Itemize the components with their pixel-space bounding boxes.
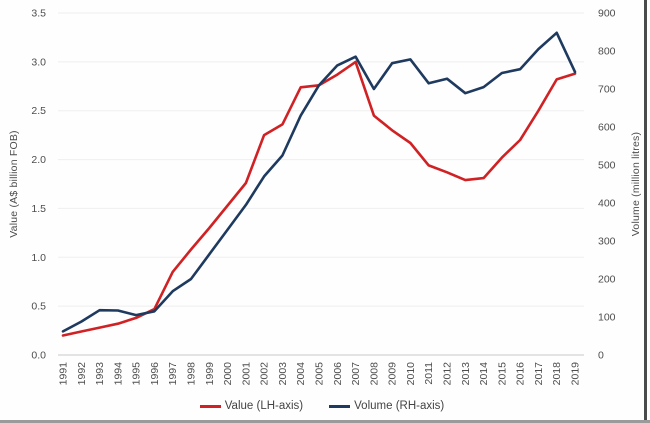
x-axis-tick-label: 1991	[58, 362, 70, 386]
x-axis-tick-label: 2007	[350, 362, 362, 386]
left-axis-tick-label: 2.0	[31, 154, 46, 166]
left-axis-tick-label: 3.5	[31, 8, 46, 20]
legend-item-value: Value (LH-axis)	[199, 400, 304, 412]
legend-item-volume: Volume (RH-axis)	[329, 400, 444, 412]
right-axis-title: Volume (million litres)	[630, 131, 642, 237]
left-axis-tick-label: 1.0	[31, 252, 46, 264]
right-axis-tick-label: 800	[598, 46, 616, 58]
x-axis-tick-label: 2000	[222, 362, 234, 386]
left-axis-tick-label: 0.0	[31, 350, 46, 362]
x-axis-tick-label: 2005	[314, 362, 326, 386]
x-axis-tick-label: 2016	[515, 362, 527, 386]
x-axis-tick-label: 2010	[405, 362, 417, 386]
image-border-right	[644, 0, 647, 423]
x-axis-tick-label: 1996	[149, 362, 161, 386]
right-axis-tick-label: 900	[598, 8, 616, 20]
x-axis-tick-label: 1993	[94, 362, 106, 386]
legend: Value (LH-axis) Volume (RH-axis)	[0, 396, 644, 416]
x-axis-tick-label: 2004	[295, 362, 307, 386]
right-axis-tick-label: 200	[598, 274, 616, 286]
x-axis-tick-label: 2019	[570, 362, 582, 386]
x-axis-tick-label: 2012	[442, 362, 454, 386]
x-axis-tick-label: 2001	[240, 362, 252, 386]
x-axis-tick-label: 2017	[533, 362, 545, 386]
right-axis-tick-label: 700	[598, 84, 616, 96]
left-axis-title: Value (A$ billion FOB)	[8, 130, 20, 238]
right-axis-tick-label: 500	[598, 160, 616, 172]
image-border-bottom	[0, 420, 650, 423]
x-axis-tick-label: 2009	[387, 362, 399, 386]
x-axis-tick-label: 1994	[112, 362, 124, 386]
x-axis-tick-label: 1998	[186, 362, 198, 386]
x-axis-tick-label: 1997	[167, 362, 179, 386]
x-axis-tick-label: 1999	[204, 362, 216, 386]
volume-series-swatch	[329, 404, 351, 408]
value-line-series	[61, 60, 577, 337]
x-axis-tick-label: 1992	[76, 362, 88, 386]
x-axis-tick-label: 2008	[368, 362, 380, 386]
x-axis-tick-label: 2013	[460, 362, 472, 386]
right-axis-tick-label: 600	[598, 122, 616, 134]
legend-label-volume: Volume (RH-axis)	[354, 400, 445, 412]
x-axis-tick-label: 2014	[478, 362, 490, 386]
right-axis-tick-label: 400	[598, 198, 616, 210]
right-axis-tick-label: 0	[598, 350, 604, 362]
right-axis-tick-label: 100	[598, 312, 616, 324]
x-axis-tick-label: 2003	[277, 362, 289, 386]
right-axis-tick-label: 300	[598, 236, 616, 248]
left-axis-tick-label: 2.5	[31, 105, 46, 117]
left-axis-tick-label: 3.0	[31, 56, 46, 68]
x-axis-tick-label: 2006	[332, 362, 344, 386]
x-axis-tick-label: 2018	[551, 362, 563, 386]
x-axis-tick-label: 1995	[131, 362, 143, 386]
x-axis-tick-label: 2011	[423, 362, 435, 385]
value-series-swatch	[199, 404, 221, 408]
legend-label-value: Value (LH-axis)	[224, 400, 304, 412]
x-axis-tick-label: 2002	[259, 362, 271, 386]
left-axis-tick-label: 0.5	[31, 301, 46, 313]
x-axis-tick-label: 2015	[496, 362, 508, 386]
left-axis-tick-label: 1.5	[31, 203, 46, 215]
volume-line-series	[61, 31, 577, 333]
